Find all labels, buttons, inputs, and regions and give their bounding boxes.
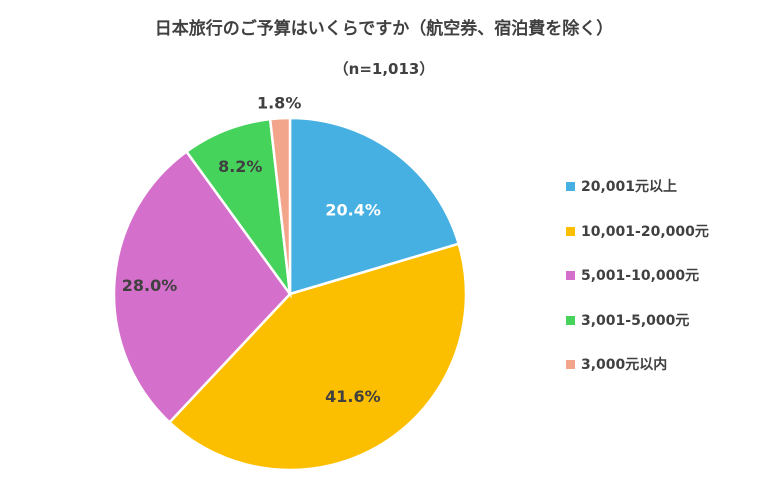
legend-item-5: 3,000元以内: [566, 354, 709, 399]
legend-swatch-1: [566, 182, 575, 191]
data-label-5: 1.8%: [257, 93, 301, 112]
legend-swatch-5: [566, 360, 575, 369]
legend-swatch-2: [566, 226, 575, 236]
pie-slice-1: [288, 116, 461, 296]
chart-subtitle: （n=1,013）: [333, 60, 435, 78]
legend-swatch-4: [566, 315, 575, 325]
legend-label-3: 5,001-10,000元: [581, 268, 700, 284]
data-label-1: 20.4%: [325, 200, 381, 219]
legend-label-1: 20,001元以上: [581, 179, 678, 195]
pie-slice-5: [268, 116, 292, 295]
legend-label-4: 3,001-5,000元: [581, 312, 690, 329]
pie-slice-2: [167, 242, 468, 472]
pie-labels: 20.4% 41.6% 28.0% 8.2% 1.8%: [122, 93, 381, 405]
legend-swatch-3: [566, 271, 575, 280]
legend-item-2: 10,001-20,000元: [566, 221, 709, 266]
legend-item-3: 5,001-10,000元: [566, 265, 709, 310]
chart-title: 日本旅行のご予算はいくらですか（航空券、宿泊費を除く）: [154, 19, 614, 39]
data-label-3: 28.0%: [122, 276, 178, 295]
legend: 20,001元以上 10,001-20,000元 5,001-10,000元 3,00…: [566, 176, 709, 399]
pie-slice-4: [184, 117, 292, 299]
data-label-2: 41.6%: [325, 387, 381, 406]
pie-slices: [112, 116, 468, 472]
legend-label-2: 10,001-20,000元: [581, 223, 709, 240]
legend-item-4: 3,001-5,000元: [566, 310, 709, 355]
legend-item-1: 20,001元以上: [566, 176, 709, 221]
pie-slice-3: [112, 149, 292, 425]
data-label-4: 8.2%: [218, 157, 262, 176]
legend-label-5: 3,000元以内: [581, 357, 668, 373]
